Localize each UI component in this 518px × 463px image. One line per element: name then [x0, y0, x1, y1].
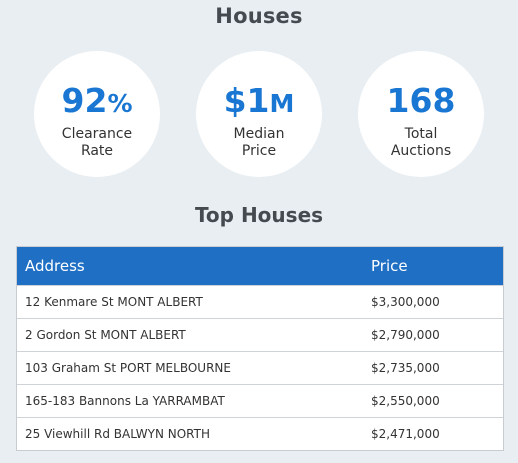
stat-value: 168: [358, 82, 484, 120]
table-row: 165-183 Bannons La YARRAMBAT $2,550,000: [17, 384, 503, 417]
table-header: Address Price: [17, 247, 503, 285]
address-cell: 12 Kenmare St MONT ALBERT: [25, 295, 203, 309]
stat-label-line1: Total: [404, 126, 438, 142]
column-header-price: Price: [371, 257, 408, 275]
stat-label-line2: Auctions: [390, 143, 452, 159]
stat-value-main: 92: [61, 81, 108, 120]
price-cell: $2,735,000: [371, 361, 440, 375]
stat-label: Total Auctions: [358, 126, 484, 160]
address-cell: 2 Gordon St MONT ALBERT: [25, 328, 186, 342]
table-row: 12 Kenmare St MONT ALBERT $3,300,000: [17, 285, 503, 318]
stat-label-line2: Rate: [80, 143, 114, 159]
stat-value-main: 168: [386, 81, 456, 120]
total-auctions-stat: 168 Total Auctions: [358, 51, 484, 177]
address-cell: 25 Viewhill Rd BALWYN NORTH: [25, 427, 211, 441]
clearance-rate-stat: 92% Clearance Rate: [34, 51, 160, 177]
price-cell: $2,471,000: [371, 427, 440, 441]
column-header-address: Address: [25, 257, 85, 275]
table-row: 2 Gordon St MONT ALBERT $2,790,000: [17, 318, 503, 351]
table-row: 103 Graham St PORT MELBOURNE $2,735,000: [17, 351, 503, 384]
page-title: Houses: [215, 4, 303, 28]
stat-value-suffix: %: [107, 89, 133, 118]
stat-label-line1: Clearance: [61, 126, 133, 142]
section-title: Top Houses: [194, 203, 324, 227]
price-cell: $2,550,000: [371, 394, 440, 408]
address-cell: 165-183 Bannons La YARRAMBAT: [25, 394, 225, 408]
stat-value: 92%: [34, 82, 160, 120]
stat-label: Median Price: [196, 126, 322, 160]
price-cell: $2,790,000: [371, 328, 440, 342]
stat-value-suffix: M: [269, 89, 295, 118]
stat-value-main: $1: [223, 81, 270, 120]
stat-label: Clearance Rate: [34, 126, 160, 160]
table-row: 25 Viewhill Rd BALWYN NORTH $2,471,000: [17, 417, 503, 450]
address-cell: 103 Graham St PORT MELBOURNE: [25, 361, 231, 375]
stat-label-line2: Price: [241, 143, 277, 159]
stat-label-line1: Median: [233, 126, 285, 142]
price-cell: $3,300,000: [371, 295, 440, 309]
stat-value: $1M: [196, 82, 322, 120]
top-houses-table: Address Price 12 Kenmare St MONT ALBERT …: [16, 246, 504, 451]
median-price-stat: $1M Median Price: [196, 51, 322, 177]
